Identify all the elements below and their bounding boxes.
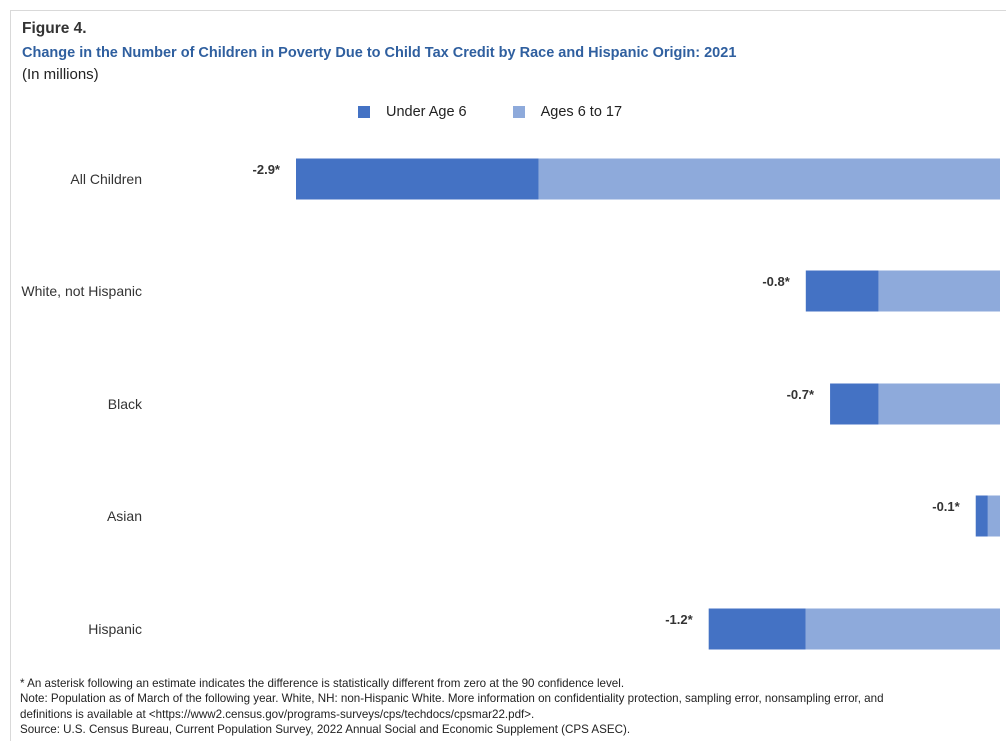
figure-frame: [10, 10, 1006, 741]
legend-item-under-6: Under Age 6: [358, 104, 467, 120]
bar-6-to-17-asian: [987, 495, 1000, 537]
footnote-note: Note: Population as of March of the foll…: [20, 692, 884, 706]
bar-under-6-hispanic: [708, 608, 806, 650]
bar-6-to-17-all-children: [538, 158, 1000, 200]
footnotes: * An asterisk following an estimate indi…: [20, 676, 1000, 738]
legend-item-6-to-17: Ages 6 to 17: [512, 104, 623, 120]
category-label-all-children: All Children: [70, 171, 142, 187]
chart-title: Change in the Number of Children in Pove…: [22, 45, 737, 61]
figure-label: Figure 4.: [22, 20, 87, 37]
footnote-source: Source: U.S. Census Bureau, Current Popu…: [20, 723, 631, 737]
value-label-hispanic: -1.2*: [665, 612, 693, 627]
value-label-white-not-hispanic: -0.8*: [762, 274, 790, 289]
legend-label-6-to-17: Ages 6 to 17: [540, 104, 623, 120]
value-label-black: -0.7*: [787, 387, 815, 402]
chart-legend: Under Age 6 Ages 6 to 17: [358, 104, 668, 120]
bar-under-6-all-children: [296, 158, 539, 200]
value-label-all-children: -2.9*: [253, 162, 281, 177]
chart-subtitle: (In millions): [22, 66, 99, 83]
bar-under-6-white-not-hispanic: [805, 270, 879, 312]
value-label-asian: -0.1*: [932, 499, 960, 514]
category-label-hispanic: Hispanic: [88, 621, 142, 637]
category-label-white-not-hispanic: White, not Hispanic: [21, 283, 142, 299]
bar-6-to-17-black: [878, 383, 1000, 425]
legend-swatch-6-to-17: [512, 106, 525, 118]
footnote-definitions: definitions is available at <https://www…: [20, 707, 535, 721]
legend-swatch-under-6: [358, 106, 370, 118]
bar-6-to-17-hispanic: [805, 608, 1000, 650]
legend-label-under-6: Under Age 6: [386, 104, 467, 120]
bar-6-to-17-white-not-hispanic: [878, 270, 1000, 312]
category-label-black: Black: [108, 396, 143, 412]
bar-under-6-black: [830, 383, 879, 425]
footnote-asterisk: * An asterisk following an estimate indi…: [20, 677, 625, 690]
category-label-asian: Asian: [107, 508, 142, 524]
bar-under-6-asian: [975, 495, 988, 537]
bar-chart: All Children -2.9* White, not Hispanic -0.8…: [21, 158, 1000, 650]
